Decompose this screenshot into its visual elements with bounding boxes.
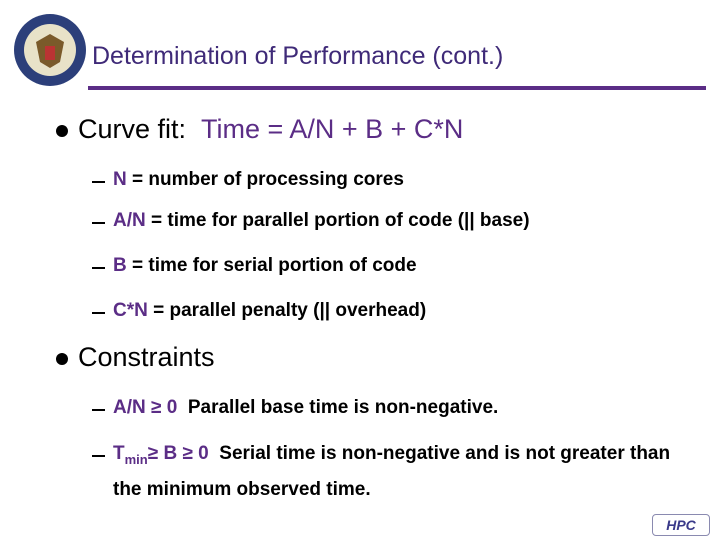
term: A/N ≥ 0	[113, 397, 178, 418]
term: A/N	[113, 210, 146, 231]
term: C*N	[113, 300, 148, 321]
bullet-dot	[56, 353, 68, 365]
bullet-dot	[56, 125, 68, 137]
formula: Time = A/N + B + C*N	[201, 114, 464, 144]
term: T	[113, 443, 125, 464]
dash	[92, 409, 105, 411]
sub-text: = parallel penalty (|| overhead)	[153, 300, 427, 321]
bullet-label: Constraints	[78, 342, 215, 372]
term-subscript: min	[124, 451, 148, 467]
sub-item: A/N = time for parallel portion of code …	[113, 206, 703, 236]
sub-text: Parallel base time is non-negative.	[187, 397, 499, 418]
title: Determination of Performance (cont.)	[92, 42, 504, 70]
bullet: Curve fit: Time = A/N + B + C*N	[78, 114, 463, 145]
dash	[92, 222, 105, 224]
sub-item: C*N = parallel penalty (|| overhead)	[113, 296, 703, 326]
bullet-label: Curve fit:	[78, 114, 187, 144]
title-rule	[88, 86, 706, 90]
term: B	[113, 255, 127, 276]
bullet: Constraints	[78, 342, 215, 373]
sub-item: Tmin≥ B ≥ 0 Serial time is non-negative …	[113, 439, 703, 505]
sub-item: A/N ≥ 0 Parallel base time is non-negati…	[113, 393, 703, 423]
seal-shield	[45, 46, 55, 60]
seal-logo	[14, 14, 86, 86]
term: ≥ B ≥ 0	[147, 443, 209, 464]
dash	[92, 181, 105, 183]
dash	[92, 267, 105, 269]
dash	[92, 455, 105, 457]
sub-item: N = number of processing cores	[113, 165, 703, 195]
hpc-logo: HPC	[652, 514, 710, 536]
sub-text: Serial time is non-negative and is not g…	[113, 443, 671, 500]
sub-text: = time for serial portion of code	[132, 255, 417, 276]
sub-item: B = time for serial portion of code	[113, 251, 703, 281]
sub-text: = time for parallel portion of code (|| …	[151, 210, 530, 231]
term: N	[113, 169, 127, 190]
sub-text: = number of processing cores	[132, 169, 404, 190]
dash	[92, 312, 105, 314]
